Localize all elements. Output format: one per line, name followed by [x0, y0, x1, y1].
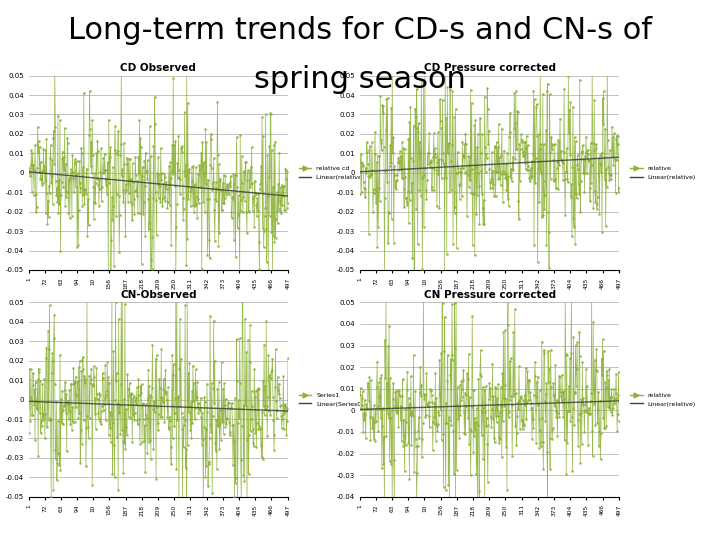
Title: CD Observed: CD Observed: [120, 63, 197, 73]
Title: CD Pressure corrected: CD Pressure corrected: [423, 63, 556, 73]
Legend: relative cd, Linear(relative cd): relative cd, Linear(relative cd): [299, 166, 374, 180]
Title: CN Pressure corrected: CN Pressure corrected: [423, 290, 556, 300]
Legend: relative, Linear(relative): relative, Linear(relative): [630, 166, 696, 180]
Text: spring season: spring season: [254, 65, 466, 94]
Legend: relative, Linear(relative): relative, Linear(relative): [630, 393, 696, 407]
Title: CN-Observed: CN-Observed: [120, 290, 197, 300]
Text: Long-term trends for CD-s and CN-s of: Long-term trends for CD-s and CN-s of: [68, 16, 652, 45]
Legend: Series1, Linear(Series0): Series1, Linear(Series0): [299, 393, 364, 407]
